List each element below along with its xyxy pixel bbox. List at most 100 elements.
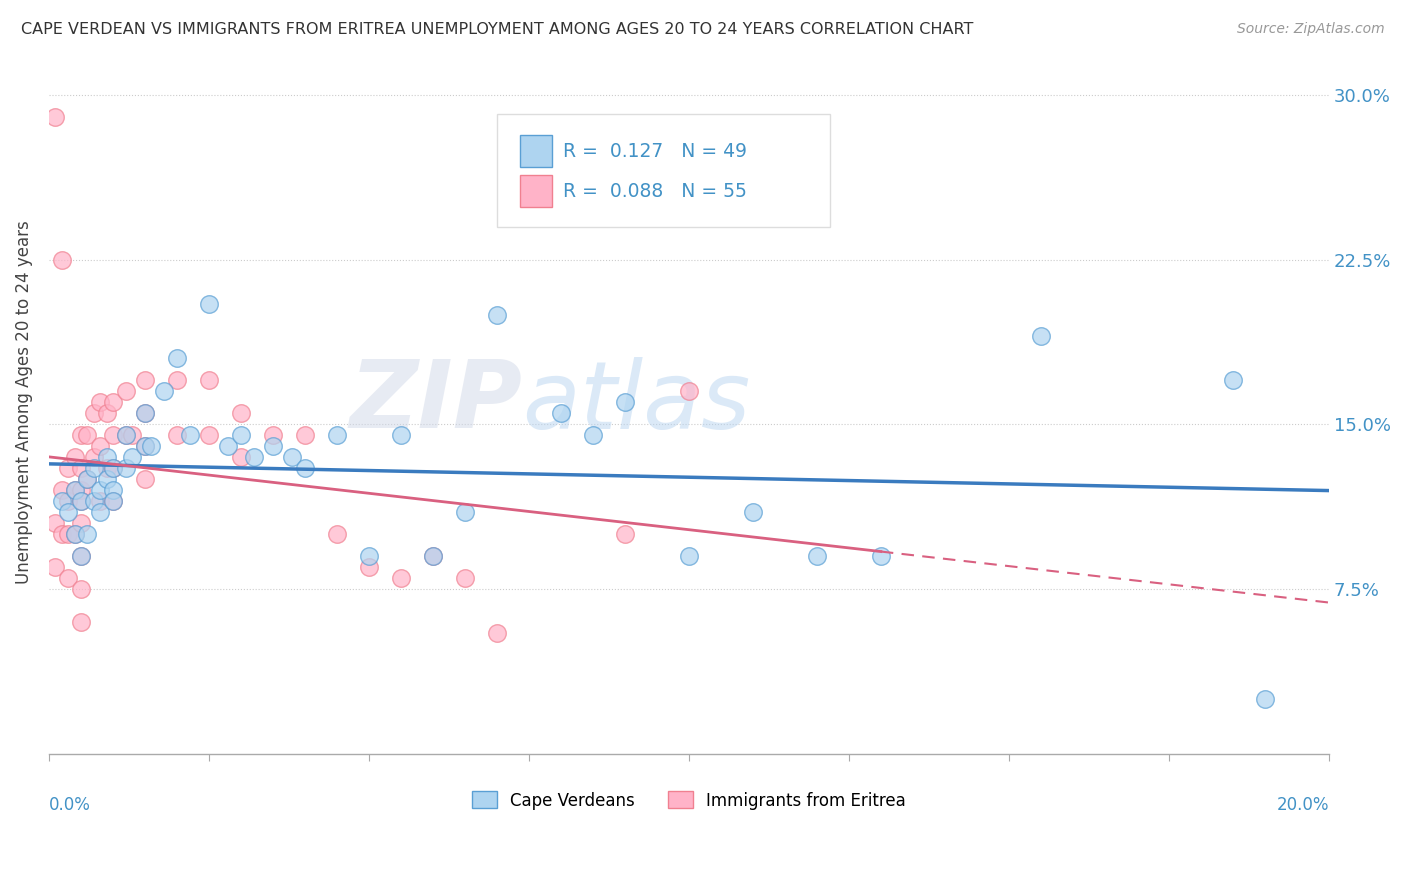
- Point: [51, 483, 73, 498]
- Point: [114, 428, 136, 442]
- Point: [51, 527, 73, 541]
- Point: [70, 549, 93, 564]
- Point: [63, 483, 86, 498]
- Point: [101, 461, 124, 475]
- Point: [1254, 692, 1277, 706]
- Point: [179, 428, 201, 442]
- Point: [357, 549, 380, 564]
- Point: [56, 571, 79, 585]
- Point: [262, 439, 284, 453]
- Point: [76, 472, 98, 486]
- Point: [166, 351, 188, 366]
- Point: [229, 428, 252, 442]
- Point: [51, 494, 73, 508]
- Point: [70, 483, 93, 498]
- Point: [326, 428, 349, 442]
- Point: [262, 428, 284, 442]
- Point: [217, 439, 239, 453]
- Point: [83, 494, 105, 508]
- Point: [83, 461, 105, 475]
- Text: ZIP: ZIP: [350, 357, 523, 449]
- Point: [550, 406, 572, 420]
- Point: [44, 110, 66, 124]
- Point: [242, 450, 264, 465]
- Point: [89, 395, 111, 409]
- Point: [678, 384, 700, 399]
- Point: [101, 494, 124, 508]
- Point: [485, 308, 508, 322]
- Point: [613, 527, 636, 541]
- Point: [153, 384, 176, 399]
- Point: [70, 428, 93, 442]
- Point: [166, 374, 188, 388]
- Point: [70, 516, 93, 531]
- Point: [741, 505, 763, 519]
- Point: [678, 549, 700, 564]
- Point: [134, 439, 156, 453]
- Text: 20.0%: 20.0%: [1277, 797, 1329, 814]
- Point: [101, 428, 124, 442]
- Point: [454, 571, 477, 585]
- Point: [326, 527, 349, 541]
- Point: [1029, 329, 1052, 343]
- Point: [89, 505, 111, 519]
- Point: [70, 494, 93, 508]
- Point: [96, 450, 118, 465]
- Point: [63, 527, 86, 541]
- Y-axis label: Unemployment Among Ages 20 to 24 years: Unemployment Among Ages 20 to 24 years: [15, 220, 32, 584]
- Point: [1222, 374, 1244, 388]
- Point: [121, 428, 143, 442]
- FancyBboxPatch shape: [520, 175, 553, 207]
- Point: [134, 439, 156, 453]
- Point: [70, 494, 93, 508]
- FancyBboxPatch shape: [520, 135, 553, 167]
- Point: [70, 549, 93, 564]
- Point: [70, 582, 93, 597]
- Point: [96, 472, 118, 486]
- Point: [114, 384, 136, 399]
- Point: [70, 615, 93, 630]
- Point: [869, 549, 891, 564]
- Point: [63, 483, 86, 498]
- Point: [134, 406, 156, 420]
- Point: [198, 374, 221, 388]
- Point: [101, 494, 124, 508]
- Point: [101, 395, 124, 409]
- Text: 0.0%: 0.0%: [49, 797, 91, 814]
- Point: [51, 252, 73, 267]
- Point: [44, 516, 66, 531]
- Point: [83, 450, 105, 465]
- Point: [83, 406, 105, 420]
- Point: [357, 560, 380, 574]
- Point: [485, 626, 508, 640]
- Point: [76, 472, 98, 486]
- Point: [229, 450, 252, 465]
- Point: [454, 505, 477, 519]
- Point: [89, 494, 111, 508]
- Point: [96, 461, 118, 475]
- Point: [613, 395, 636, 409]
- Point: [114, 428, 136, 442]
- Point: [134, 374, 156, 388]
- Point: [63, 450, 86, 465]
- Legend: Cape Verdeans, Immigrants from Eritrea: Cape Verdeans, Immigrants from Eritrea: [465, 785, 912, 816]
- Point: [806, 549, 828, 564]
- Point: [389, 571, 412, 585]
- Point: [134, 406, 156, 420]
- Point: [121, 450, 143, 465]
- Point: [101, 483, 124, 498]
- Point: [294, 428, 316, 442]
- Point: [76, 428, 98, 442]
- Point: [141, 439, 163, 453]
- FancyBboxPatch shape: [496, 114, 830, 227]
- Point: [198, 296, 221, 310]
- Point: [89, 483, 111, 498]
- Point: [56, 527, 79, 541]
- Point: [70, 461, 93, 475]
- Point: [229, 406, 252, 420]
- Point: [198, 428, 221, 442]
- Point: [56, 505, 79, 519]
- Point: [56, 461, 79, 475]
- Point: [96, 406, 118, 420]
- Point: [63, 527, 86, 541]
